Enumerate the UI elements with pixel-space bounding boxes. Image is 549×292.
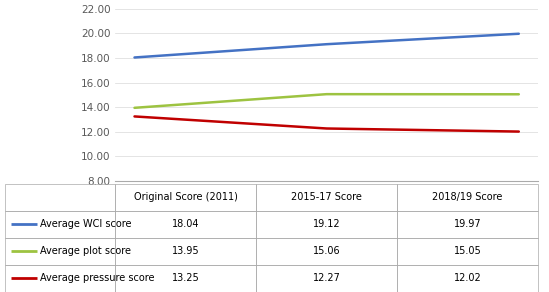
Bar (5, 265, 115, 292)
Text: 19.97: 19.97 (454, 220, 481, 230)
Bar (397, 238, 538, 265)
Bar (397, 184, 538, 211)
Text: 12.27: 12.27 (313, 274, 340, 284)
Text: 2015-17 Score: 2015-17 Score (291, 192, 362, 202)
Text: 18.04: 18.04 (172, 220, 199, 230)
Bar (256, 238, 397, 265)
Bar (5, 238, 115, 265)
Bar (115, 238, 256, 265)
Bar (5, 211, 115, 238)
Text: 15.05: 15.05 (453, 246, 481, 256)
Text: 2018/19 Score: 2018/19 Score (433, 192, 503, 202)
Text: Original Score (2011): Original Score (2011) (134, 192, 238, 202)
Bar (115, 265, 256, 292)
Bar (256, 211, 397, 238)
Bar (256, 265, 397, 292)
Bar (397, 265, 538, 292)
Text: 13.95: 13.95 (172, 246, 199, 256)
Bar (256, 184, 397, 211)
Bar (5, 184, 115, 211)
Text: 19.12: 19.12 (313, 220, 340, 230)
Text: 13.25: 13.25 (172, 274, 200, 284)
Bar (115, 184, 256, 211)
Bar (397, 211, 538, 238)
Text: Average plot score: Average plot score (40, 246, 131, 256)
Text: 15.06: 15.06 (313, 246, 340, 256)
Text: 12.02: 12.02 (453, 274, 481, 284)
Text: Average pressure score: Average pressure score (40, 274, 155, 284)
Bar (115, 211, 256, 238)
Text: Average WCI score: Average WCI score (40, 220, 132, 230)
